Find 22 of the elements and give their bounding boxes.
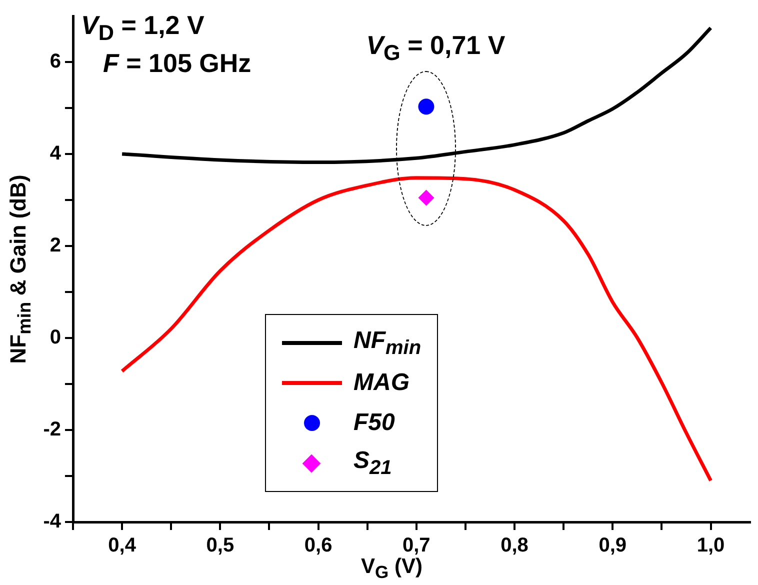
y-tick-label: 4 <box>50 142 62 165</box>
y-tick-label: -4 <box>43 510 62 533</box>
x-tick-label: 0,6 <box>304 534 332 557</box>
x-tick-label: 0,8 <box>500 534 528 557</box>
line-series <box>120 176 713 482</box>
x-tick-label: 0,9 <box>598 534 627 557</box>
x-axis-title: V$_{G}$ (V) <box>361 555 422 584</box>
annotation: V$_{D}$ = 1,2 V <box>81 10 204 46</box>
x-tick-label: 1,0 <box>696 534 725 557</box>
y-tick-label: 0 <box>50 326 61 349</box>
y-tick-label: -2 <box>43 418 61 441</box>
x-tick-label: 0,5 <box>206 534 234 557</box>
y-tick-label: 2 <box>50 234 61 257</box>
annotation: V$_{G}$ = 0,71 V <box>366 30 506 66</box>
y-tick-label: 6 <box>50 50 61 73</box>
legend-label: S$_{21}$ <box>354 446 392 480</box>
legend-label: NF$_{min}$ <box>354 326 422 360</box>
legend-label: MAG <box>354 369 410 397</box>
x-tick-label: 0,4 <box>108 534 137 557</box>
annotation: F = 105 GHz <box>103 48 252 79</box>
x-tick-label: 0,7 <box>402 534 430 557</box>
legend-label: F50 <box>354 409 395 437</box>
